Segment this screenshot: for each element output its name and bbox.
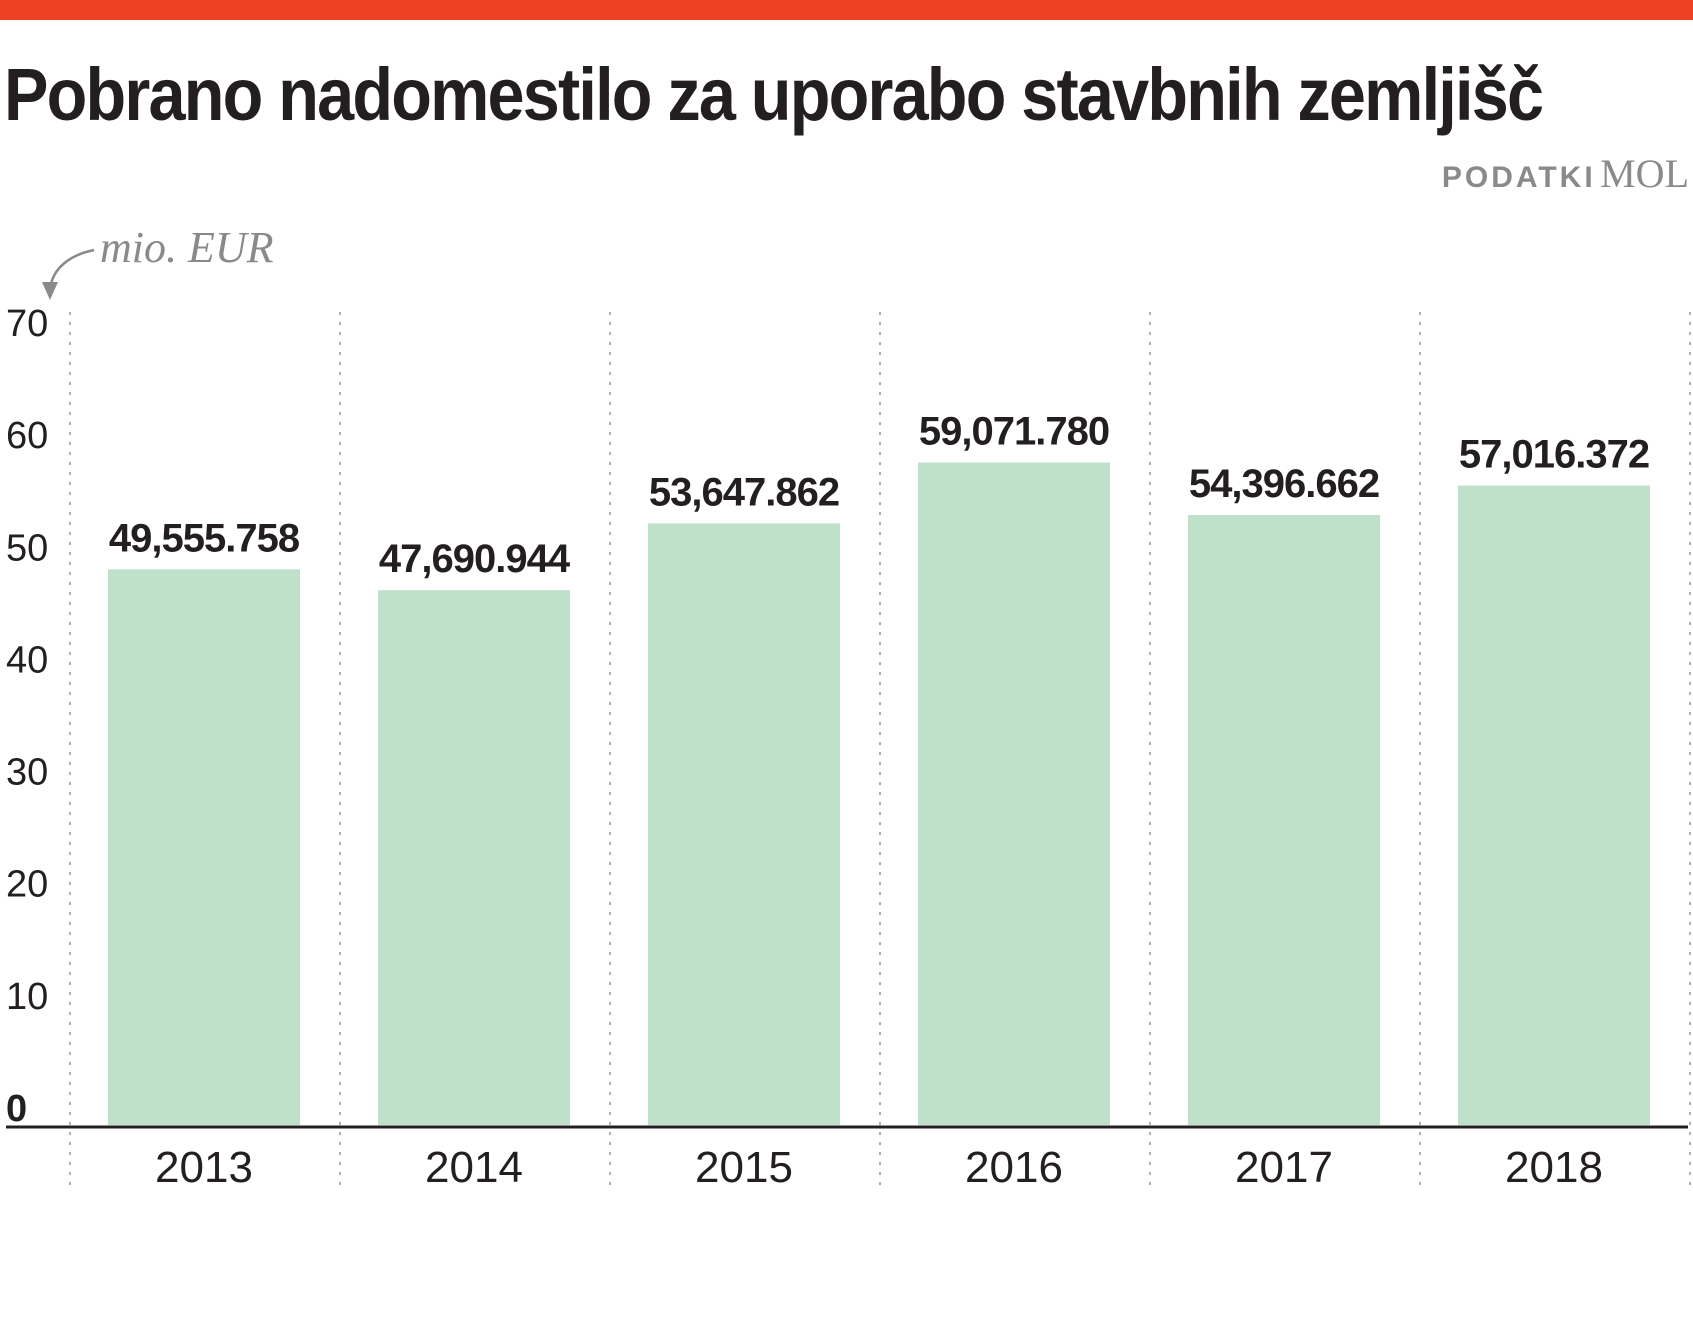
bar-2015 — [648, 523, 840, 1125]
source-name: MOL — [1600, 151, 1689, 196]
unit-arrowhead-icon — [42, 282, 58, 300]
y-tick-label: 20 — [6, 864, 48, 906]
bar-2013 — [108, 569, 300, 1125]
x-tick-label: 2017 — [1235, 1143, 1333, 1192]
source-prefix: PODATKI — [1441, 161, 1596, 194]
bar-2017 — [1188, 514, 1380, 1125]
y-tick-label: 60 — [6, 415, 48, 457]
bar-2014 — [378, 590, 570, 1125]
bar-2018 — [1458, 485, 1650, 1125]
data-label: 47,690.944 — [379, 537, 571, 581]
x-tick-label: 2014 — [425, 1143, 523, 1192]
x-tick-label: 2018 — [1505, 1143, 1603, 1192]
y-tick-label: 70 — [6, 303, 48, 345]
data-label: 54,396.662 — [1189, 462, 1379, 506]
y-tick-label: 40 — [6, 639, 48, 681]
data-label: 49,555.758 — [109, 516, 300, 560]
data-label: 53,647.862 — [649, 470, 839, 514]
accent-bar — [0, 0, 1693, 20]
x-tick-label: 2016 — [965, 1143, 1063, 1192]
chart-title: Pobrano nadomestilo za uporabo stavbnih … — [4, 53, 1544, 136]
x-tick-label: 2013 — [155, 1143, 253, 1192]
data-label: 57,016.372 — [1459, 433, 1649, 477]
y-tick-label: 50 — [6, 527, 48, 569]
source-credit: PODATKI MOL — [1442, 150, 1689, 197]
y-axis-unit-label: mio. EUR — [100, 223, 274, 272]
y-tick-label: 10 — [6, 976, 48, 1018]
data-label: 59,071.780 — [919, 410, 1109, 454]
x-tick-label: 2015 — [695, 1143, 793, 1192]
y-tick-label: 30 — [6, 752, 48, 794]
bar-2016 — [918, 462, 1110, 1125]
y-tick-label: 0 — [6, 1088, 27, 1130]
